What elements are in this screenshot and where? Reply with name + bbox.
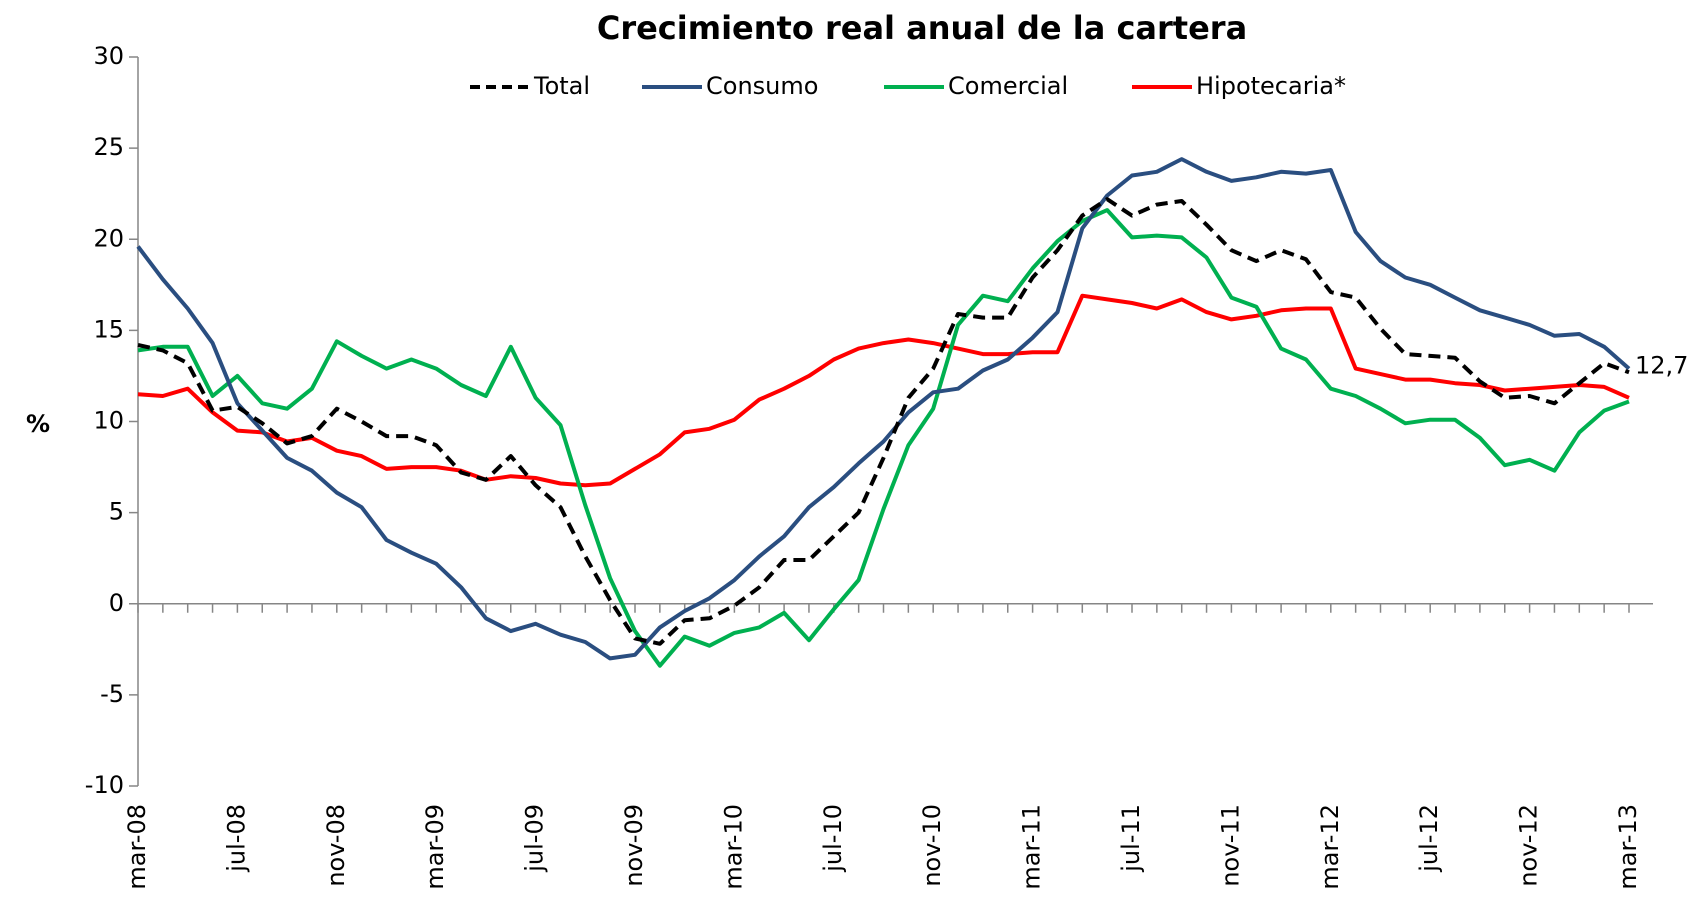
x-tick-label: nov-10 xyxy=(918,804,946,887)
y-tick-label: -5 xyxy=(100,680,124,708)
x-tick-label: jul-12 xyxy=(1415,804,1443,873)
y-axis-label: % xyxy=(26,410,50,438)
legend-label: Consumo xyxy=(706,72,818,100)
x-tick-label: nov-09 xyxy=(620,804,648,887)
x-tick-label: nov-12 xyxy=(1515,804,1543,887)
y-tick-label: 0 xyxy=(109,589,124,617)
y-tick-label: 15 xyxy=(93,315,124,343)
y-tick-label: 30 xyxy=(93,42,124,70)
y-tick-label: 20 xyxy=(93,224,124,252)
y-tick-label: 5 xyxy=(109,498,124,526)
data-label: 12,7 xyxy=(1635,351,1688,379)
x-tick-label: mar-12 xyxy=(1316,804,1344,890)
x-tick-label: jul-10 xyxy=(819,804,847,873)
x-tick-label: nov-08 xyxy=(322,804,350,887)
y-tick-label: 25 xyxy=(93,133,124,161)
series-line xyxy=(137,197,1630,646)
x-tick-label: mar-13 xyxy=(1614,804,1642,890)
legend-label: Comercial xyxy=(948,72,1068,100)
legend-label: Hipotecaria* xyxy=(1196,72,1346,100)
x-tick-label: jul-08 xyxy=(222,804,250,873)
chart-title: Crecimiento real anual de la cartera xyxy=(597,9,1247,47)
series-line xyxy=(137,293,1630,488)
y-tick-label: -10 xyxy=(85,771,124,799)
series-line xyxy=(136,157,1631,661)
series-line xyxy=(137,208,1630,668)
x-tick-label: jul-09 xyxy=(521,804,549,873)
x-tick-label: jul-11 xyxy=(1117,804,1145,873)
x-tick-label: mar-11 xyxy=(1018,804,1046,890)
x-tick-label: mar-09 xyxy=(421,804,449,890)
x-tick-label: mar-10 xyxy=(719,804,747,890)
legend-label: Total xyxy=(533,72,590,100)
x-tick-label: mar-08 xyxy=(123,804,151,890)
y-tick-label: 10 xyxy=(93,407,124,435)
x-tick-label: nov-11 xyxy=(1216,804,1244,887)
